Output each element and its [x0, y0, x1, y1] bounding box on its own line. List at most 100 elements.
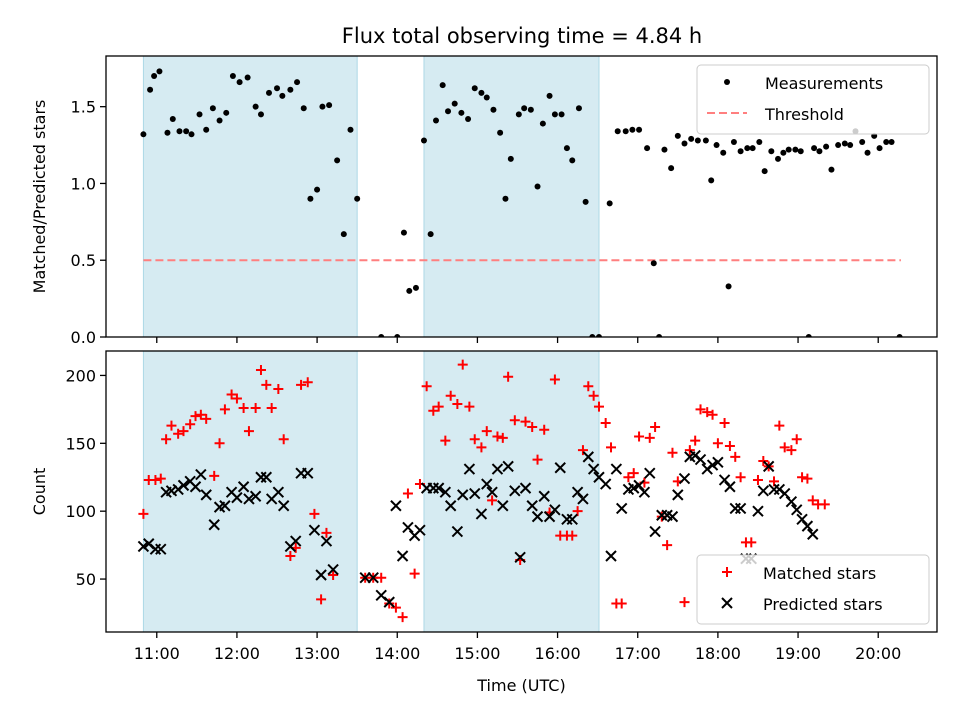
measurement-point: [650, 260, 657, 267]
y-tick-label: 50: [76, 570, 96, 589]
matched-star-point: [231, 393, 242, 404]
measurement-point: [582, 198, 589, 205]
measurement-point: [334, 157, 341, 164]
measurement-point: [864, 149, 871, 156]
predicted-star-point: [367, 571, 379, 584]
predicted-star-point: [502, 460, 514, 473]
matched-star-point: [261, 379, 272, 390]
measurement-point: [606, 200, 613, 207]
measurement-point: [490, 106, 497, 113]
matched-star-point: [735, 472, 746, 483]
predicted-star-point: [785, 495, 798, 508]
matched-star-point: [487, 495, 498, 506]
legend-measurement-marker: [724, 79, 730, 85]
measurement-point: [644, 145, 651, 152]
matched-star-point: [679, 597, 690, 608]
matched-star-point: [567, 530, 578, 541]
measurement-point: [265, 89, 272, 96]
x-tick-label: 16:00: [535, 644, 581, 663]
matched-star-point: [667, 447, 678, 458]
measurement-point: [835, 142, 842, 149]
measurement-point: [300, 105, 307, 112]
predicted-star-point: [469, 487, 481, 500]
measurement-point: [307, 195, 314, 202]
matched-star-point: [774, 420, 785, 431]
predicted-star-point: [189, 481, 202, 493]
predicted-star-point: [432, 482, 445, 494]
predicted-star-point: [320, 535, 333, 547]
measurement-point: [507, 155, 514, 162]
matched-star-point: [532, 454, 543, 465]
matched-star-point: [492, 431, 503, 442]
measurement-point: [502, 195, 509, 202]
matched-star-point: [209, 470, 220, 481]
predicted-star-point: [633, 479, 645, 492]
predicted-star-point: [200, 489, 212, 501]
measurement-point: [558, 111, 565, 118]
predicted-star-point: [290, 535, 302, 547]
measurement-point: [521, 105, 528, 112]
matched-star-point: [155, 473, 166, 484]
measurement-point: [674, 132, 681, 139]
matched-star-point: [730, 451, 741, 462]
measurement-point: [458, 109, 465, 116]
measurement-point: [756, 138, 763, 145]
matched-star-point: [138, 508, 149, 519]
predicted-star-point: [390, 500, 402, 512]
measurement-point: [797, 148, 804, 155]
measurement-point: [274, 85, 281, 92]
predicted-star-point: [757, 485, 770, 497]
x-tick-label: 15:00: [454, 644, 500, 663]
predicted-star-point: [605, 550, 617, 562]
matched-star-point: [702, 407, 713, 418]
measurement-point: [847, 142, 854, 149]
x-tick-label: 17:00: [615, 644, 661, 663]
predicted-star-point: [463, 463, 476, 475]
matched-star-point: [779, 442, 790, 453]
predicted-star-point: [402, 521, 414, 534]
measurement-point: [737, 148, 744, 155]
matched-star-point: [593, 401, 604, 412]
matched-star-point: [628, 468, 639, 479]
predicted-star-point: [577, 493, 589, 505]
matched-star-point: [758, 455, 769, 466]
measurement-point: [156, 68, 163, 75]
predicted-star-point: [514, 551, 526, 564]
predicted-star-point: [762, 460, 775, 473]
measurement-point: [420, 137, 427, 144]
matched-star-point: [316, 594, 327, 605]
measurement-point: [668, 165, 675, 172]
matched-star-point: [185, 419, 196, 430]
measurement-point: [896, 334, 903, 337]
predicted-star-point: [396, 550, 409, 562]
predicted-star-point: [538, 490, 550, 502]
matched-star-point: [802, 473, 813, 484]
matched-star-point: [769, 476, 780, 487]
predicted-star-point: [644, 467, 656, 479]
predicted-star-point: [531, 510, 544, 523]
predicted-star-point: [549, 504, 561, 516]
matched-star-point: [684, 445, 695, 456]
predicted-star-point: [272, 486, 285, 498]
matched-star-point: [285, 550, 296, 561]
legend-predicted-marker: [721, 597, 733, 609]
predicted-star-point: [475, 508, 488, 520]
matched-star-point: [219, 404, 230, 415]
measurement-point: [546, 92, 553, 99]
measurement-point: [713, 142, 720, 149]
measurement-point: [730, 138, 737, 145]
measurement-point: [406, 287, 413, 294]
predicted-star-point: [543, 510, 556, 523]
matched-star-point: [296, 379, 307, 390]
matched-star-point: [161, 434, 172, 445]
matched-star-point: [452, 398, 463, 409]
matched-star-point: [376, 572, 387, 583]
matched-star-point: [497, 432, 508, 443]
matched-star-point: [166, 420, 177, 431]
predicted-star-point: [414, 524, 426, 536]
x-tick-label: 19:00: [775, 644, 821, 663]
matched-star-point: [464, 401, 475, 412]
predicted-star-point: [752, 505, 764, 517]
matched-star-point: [690, 435, 701, 446]
